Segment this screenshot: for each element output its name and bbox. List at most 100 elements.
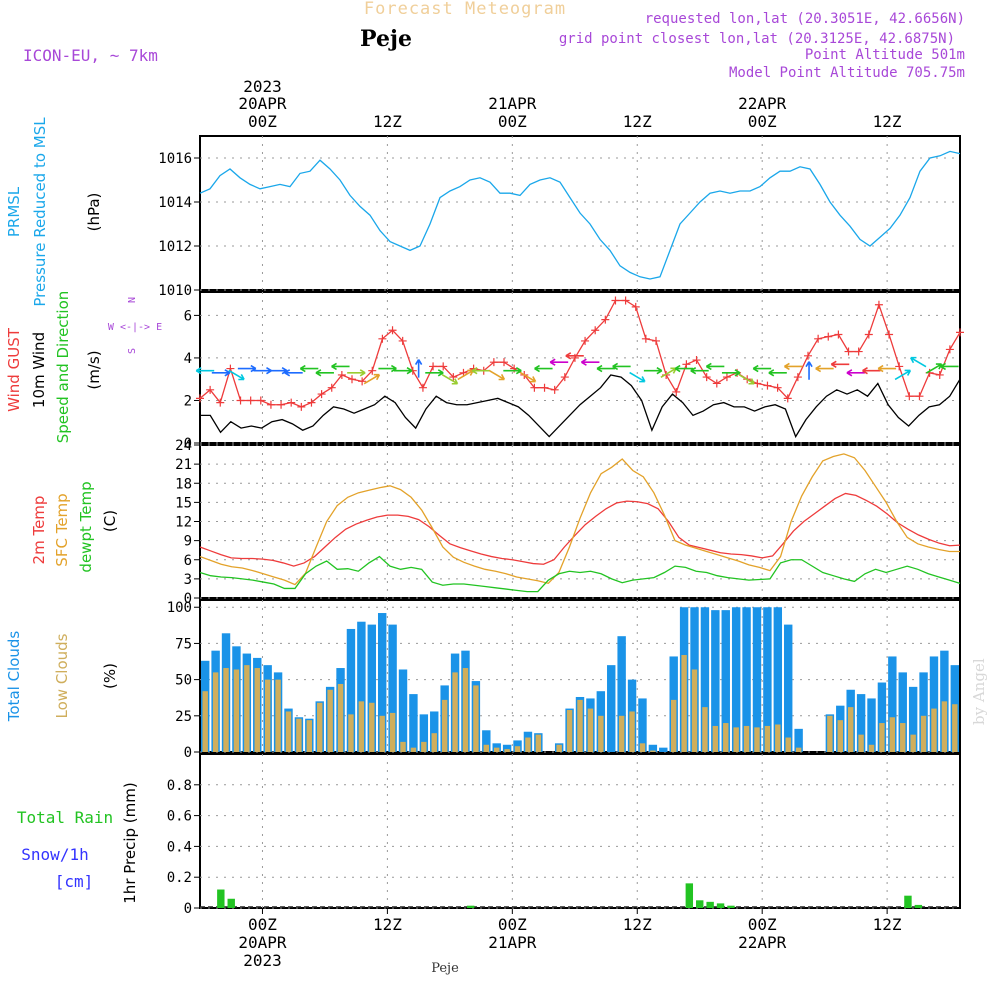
wind-gust-marker [885,330,894,339]
top-axis-hour: 00Z [498,112,527,131]
cloud-low-bar [723,723,729,752]
wind-gust-marker [783,394,792,403]
wind-direction-arrow [503,367,522,375]
wind-direction-arrow [237,364,257,373]
wind-gust-marker [611,296,620,305]
precip-panel: 0 0.2 0.4 0.6 0.8 Total Rain Snow/1h [cm] 1hr Pr… [17,753,961,917]
cloud-low-bar [494,747,500,752]
wind-direction-arrow [519,371,537,383]
cloud-total-bar [898,672,907,752]
pressure-unit: (hPa) [85,193,103,232]
wind-gust-marker [601,315,610,324]
precip-rain-bar [466,905,475,908]
cloud-low-bar [733,727,739,752]
wind-gust-marker [277,400,286,409]
cloud-low-bar [389,712,396,752]
temp-ytick-label: 21 [175,457,192,473]
bottom-axis-hour: 12Z [873,915,902,934]
wind-direction-arrow [894,369,912,381]
cloud-total-bar [794,728,803,752]
cloud-low-bar [473,685,479,752]
cloud-low-bar [952,704,958,752]
temp-sfc-line [199,453,960,586]
precip-label-cm: [cm] [55,872,94,891]
precip-frame [199,753,961,909]
clouds-ytick-label: 100 [167,600,192,616]
cloud-low-bar [504,749,510,752]
cloud-low-bar [212,672,219,752]
wind-ytick-label: 2 [184,393,192,409]
temp-ytick-label: 3 [184,572,192,588]
temp-label-sfc: SFC Temp [53,493,71,566]
wind-gust-marker [814,334,823,343]
temp-ytick-label: 15 [175,495,192,511]
precip-rain-bar [914,904,923,908]
wind-gust-marker [297,402,306,411]
top-axis-hour: 12Z [623,112,652,131]
cloud-low-bar [202,691,208,752]
temp-dewpt-line [199,555,961,593]
wind-ytick-label: 6 [184,308,192,324]
cloud-low-bar [587,708,594,752]
cloud-low-bar [629,711,635,752]
wind-gust-marker [429,362,438,371]
precip-rain-bar [685,883,694,908]
temp-ytick-label: 6 [184,553,192,569]
cloud-low-bar [681,655,687,752]
wind-gust-marker [266,400,275,409]
precip-label-snow: Snow/1h [21,845,88,864]
cloud-low-bar [254,668,260,752]
cloud-total-bar [700,607,710,752]
precip-rain-bar [227,898,235,908]
wind-direction-arrow [471,367,491,375]
compass-s: S [127,348,138,354]
cloud-total-bar [867,698,876,752]
bottom-axis-hour: 00Z [498,915,527,934]
wind-ytick-label: 0 [184,436,192,452]
cloud-low-bar [837,720,843,752]
cloud-low-bar [764,725,771,752]
wind-gust-marker [621,296,630,305]
pressure-label-1: PRMSL [5,186,23,237]
pressure-ytick-label: 1012 [158,239,192,255]
clouds-ytick-label: 0 [184,745,192,761]
clouds-panel: 0 25 50 75 100 Total Clouds Low Clouds (%) [5,599,961,761]
wind-direction-arrow [425,369,444,377]
wind-gust-marker [398,336,407,345]
cloud-low-bar [327,689,333,752]
wind-label-gust: Wind GUST [5,327,23,412]
cloud-total-bar [346,628,356,752]
compass-n: N [127,297,138,303]
cloud-low-bar [337,683,344,752]
wind-direction-arrow [925,363,943,374]
precip-ytick-label: 0.2 [167,870,192,886]
cloud-low-bar [379,715,385,752]
wind-gust-marker [844,347,853,356]
cloud-total-bar [919,672,928,752]
cloud-low-bar [712,725,719,752]
gridpoint-coords: grid point closest lon,lat (20.3125E, 42… [559,31,955,47]
bottom-axis-date: 20APR [238,933,287,952]
wind-gust-marker [439,362,448,371]
cloud-low-bar [577,699,583,752]
cloud-low-bar [275,679,281,752]
wind-gust-marker [641,334,650,343]
cloud-low-bar [514,746,521,752]
temp-label-2m: 2m Temp [30,496,48,565]
chart-panels: 1010 1012 1014 1016 PRMSL Pressure Reduced to… [5,117,964,917]
precip-rain-bar [217,889,225,908]
cloud-total-bar [888,656,897,752]
wind-gust-marker [388,326,397,335]
wind-direction-arrow [488,369,506,381]
wind-gust-marker [793,373,802,382]
temp-ytick-label: 24 [175,438,192,454]
cloud-total-bar [877,682,887,752]
wind-direction-arrow [195,367,215,375]
cloud-low-bar [639,743,646,752]
wind-gust-marker [378,334,387,343]
precip-unit: 1hr Precip (mm) [121,782,139,903]
precip-ytick-label: 0.6 [167,809,192,825]
model-altitude: Model Point Altitude 705.75m [729,65,965,81]
